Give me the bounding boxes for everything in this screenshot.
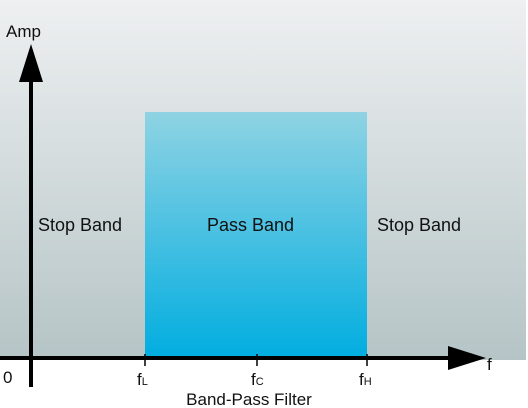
tick-label-fh-sub: H xyxy=(364,376,372,388)
diagram-caption: Band-Pass Filter xyxy=(186,390,312,408)
y-axis-label: Amp xyxy=(6,22,41,41)
tick-label-fh: fH xyxy=(359,370,372,389)
stop-band-left-label: Stop Band xyxy=(38,215,122,235)
tick-label-fc: fC xyxy=(251,370,264,389)
tick-label-fc-base: f xyxy=(251,370,256,389)
origin-label: 0 xyxy=(3,368,12,387)
pass-band-label: Pass Band xyxy=(207,215,294,235)
tick-label-fl: fL xyxy=(137,370,148,389)
pass-band-region xyxy=(145,112,367,360)
tick-label-fc-sub: C xyxy=(256,376,264,388)
x-axis-arrow-icon xyxy=(448,346,486,370)
tick-label-fh-base: f xyxy=(359,370,364,389)
y-axis-arrow-icon xyxy=(19,44,43,82)
tick-label-fl-base: f xyxy=(137,370,142,389)
x-axis-label: f xyxy=(487,355,492,374)
tick-label-fl-sub: L xyxy=(142,376,148,388)
stop-band-right-label: Stop Band xyxy=(377,215,461,235)
